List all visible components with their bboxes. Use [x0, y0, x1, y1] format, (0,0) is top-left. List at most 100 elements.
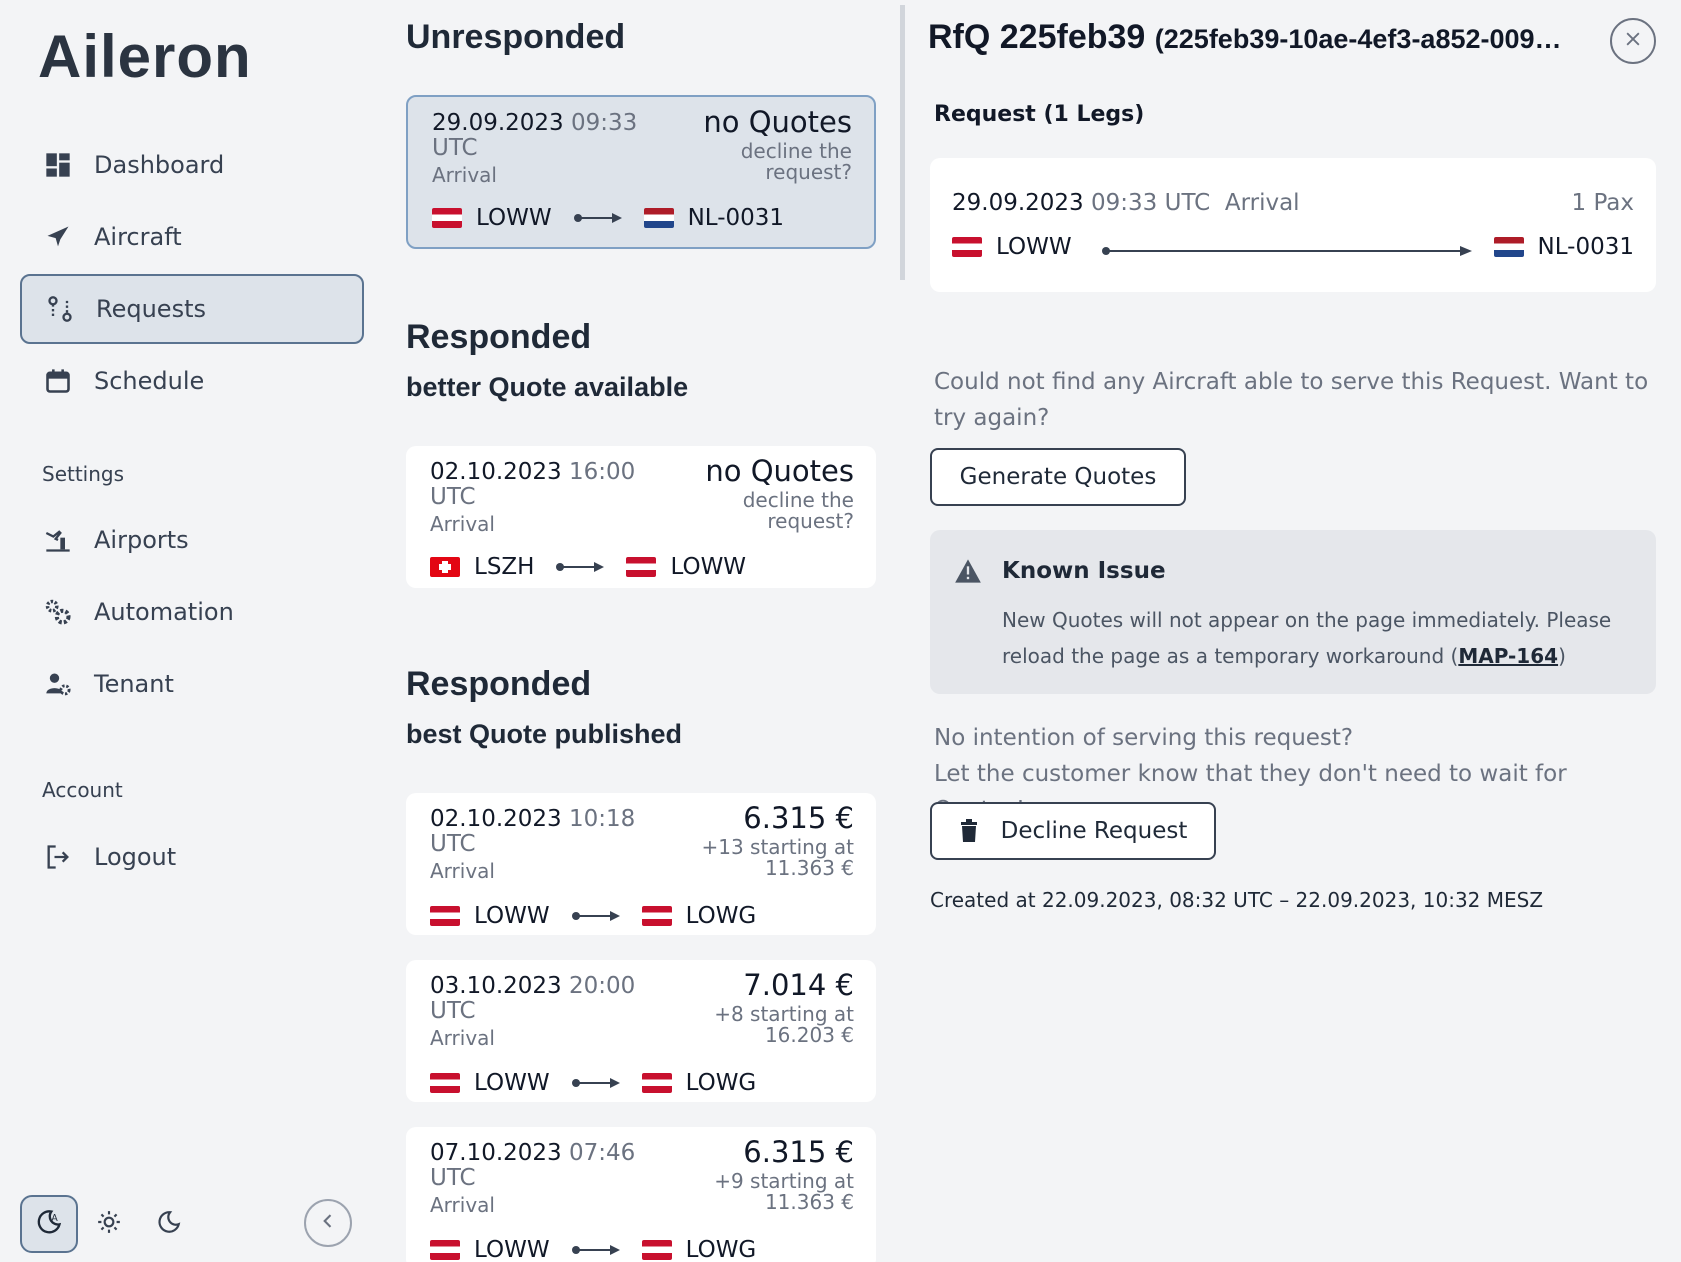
austria-flag-icon — [626, 557, 657, 577]
generate-quotes-button[interactable]: Generate Quotes — [930, 448, 1186, 506]
section-subtitle-best: best Quote published — [406, 719, 683, 749]
sidebar-item-aircraft[interactable]: Aircraft — [20, 202, 364, 272]
route-from: LOWW — [476, 205, 552, 231]
route-to: LOWG — [685, 903, 757, 929]
card-date: 29.09.2023 09:33 — [432, 110, 638, 136]
card-timezone: UTC — [432, 135, 478, 161]
card-timezone: UTC — [430, 998, 476, 1024]
request-card[interactable]: 07.10.2023 07:46 UTC Arrival 6.315 € +9 … — [406, 1127, 876, 1262]
card-timezone: UTC — [430, 1165, 476, 1191]
known-issue-alert: Known Issue New Quotes will not appear o… — [930, 530, 1656, 694]
sidebar-item-dashboard[interactable]: Dashboard — [20, 130, 364, 200]
decline-request-button[interactable]: Decline Request — [930, 802, 1216, 860]
account-section-label: Account — [42, 778, 123, 802]
sidebar-item-label: Dashboard — [94, 151, 225, 179]
card-quote-sub: +13 starting at 11.363 € — [701, 835, 854, 880]
sidebar-item-label: Airports — [94, 526, 189, 554]
collapse-sidebar-button[interactable] — [304, 1199, 352, 1247]
switzerland-flag-icon — [430, 557, 460, 577]
netherlands-flag-icon — [643, 208, 674, 228]
card-route: LOWW NL-0031 — [432, 205, 784, 231]
airport-icon — [44, 526, 72, 554]
route-to: LOWW — [670, 554, 747, 580]
dashboard-icon — [44, 151, 72, 179]
request-card[interactable]: 03.10.2023 20:00 UTC Arrival 7.014 € +8 … — [406, 960, 876, 1102]
netherlands-flag-icon — [1493, 237, 1524, 257]
sidebar-item-label: Requests — [96, 295, 206, 323]
issue-link[interactable]: MAP-164 — [1458, 644, 1559, 668]
request-card[interactable]: 02.10.2023 16:00 UTC Arrival no Quotes d… — [406, 446, 876, 588]
card-date: 02.10.2023 10:18 — [430, 806, 636, 832]
arrow-right-icon — [573, 213, 622, 223]
requests-list: Unresponded 29.09.2023 09:33 UTC Arrival… — [400, 0, 900, 1262]
austria-flag-icon — [641, 1073, 672, 1093]
sidebar: Aileron Dashboard Aircraft Requests Sche… — [0, 0, 382, 1262]
route-to: NL-0031 — [687, 205, 785, 231]
austria-flag-icon — [430, 906, 460, 926]
gears-icon — [44, 598, 72, 626]
decline-prompt-1: No intention of serving this request? — [934, 725, 1354, 751]
austria-flag-icon — [952, 237, 982, 257]
route-to: LOWG — [685, 1070, 757, 1096]
sidebar-item-label: Tenant — [94, 670, 174, 698]
leg-from: LOWW — [952, 234, 1072, 260]
leg-pax: 1 Pax — [1571, 190, 1635, 216]
theme-auto-button[interactable]: A — [20, 1195, 78, 1253]
logout-icon — [44, 843, 72, 871]
settings-section-label: Settings — [42, 462, 125, 486]
svg-text:A: A — [51, 1213, 58, 1224]
card-route: LOWW LOWG — [430, 1237, 756, 1262]
route-icon — [46, 295, 74, 323]
trash-icon — [959, 819, 979, 843]
request-detail-panel: RfQ 225feb39 (225feb39-10ae-4ef3-a852-00… — [920, 0, 1681, 1262]
sidebar-item-label: Schedule — [94, 367, 205, 395]
card-date: 07.10.2023 07:46 — [430, 1140, 636, 1166]
sun-icon — [96, 1209, 122, 1239]
section-title-unresponded: Unresponded — [406, 18, 626, 56]
leg-to: NL-0031 — [1493, 234, 1634, 260]
card-quote-price: 6.315 € — [743, 801, 854, 835]
arrow-right-icon — [1102, 246, 1472, 256]
arrow-right-icon — [571, 911, 620, 921]
plane-icon — [44, 223, 72, 251]
route-from: LOWW — [474, 1237, 550, 1262]
close-detail-button[interactable] — [1610, 18, 1656, 64]
route-from: LOWW — [474, 1070, 550, 1096]
card-type: Arrival — [430, 1193, 495, 1217]
arrow-right-icon — [571, 1245, 620, 1255]
theme-dark-button[interactable] — [150, 1200, 188, 1248]
chevron-left-icon — [318, 1211, 338, 1235]
request-card[interactable]: 02.10.2023 10:18 UTC Arrival 6.315 € +13… — [406, 793, 876, 935]
sidebar-item-logout[interactable]: Logout — [20, 822, 364, 892]
card-timezone: UTC — [430, 484, 476, 510]
austria-flag-icon — [641, 1240, 672, 1260]
card-quote-status: no Quotes — [705, 454, 854, 488]
section-subtitle-better: better Quote available — [406, 372, 689, 402]
theme-light-button[interactable] — [90, 1200, 128, 1248]
arrow-right-icon — [571, 1078, 620, 1088]
sidebar-item-automation[interactable]: Automation — [20, 577, 364, 647]
route-from: LOWW — [474, 903, 550, 929]
sidebar-item-label: Logout — [94, 843, 177, 871]
card-type: Arrival — [430, 1026, 495, 1050]
card-timezone: UTC — [430, 831, 476, 857]
request-card[interactable]: 29.09.2023 09:33 UTC Arrival no Quotes d… — [406, 95, 876, 249]
sidebar-item-requests[interactable]: Requests — [20, 274, 364, 344]
warning-icon — [954, 558, 982, 588]
card-type: Arrival — [432, 163, 497, 187]
card-route: LOWW LOWG — [430, 903, 756, 929]
card-quote-sub: decline the request? — [740, 139, 852, 184]
card-type: Arrival — [430, 859, 495, 883]
austria-flag-icon — [430, 1240, 460, 1260]
sidebar-item-airports[interactable]: Airports — [20, 505, 364, 575]
card-route: LOWW LOWG — [430, 1070, 756, 1096]
card-quote-sub: +9 starting at 11.363 € — [714, 1169, 854, 1214]
known-issue-body: New Quotes will not appear on the page i… — [1002, 608, 1612, 668]
sidebar-item-tenant[interactable]: Tenant — [20, 649, 364, 719]
card-date: 03.10.2023 20:00 — [430, 973, 636, 999]
panel-divider[interactable] — [900, 5, 905, 280]
sidebar-item-schedule[interactable]: Schedule — [20, 346, 364, 416]
leg-card: 29.09.2023 09:33 UTC Arrival 1 Pax LOWW … — [930, 158, 1656, 292]
card-quote-sub: +8 starting at 16.203 € — [714, 1002, 854, 1047]
known-issue-title: Known Issue — [1002, 558, 1166, 584]
